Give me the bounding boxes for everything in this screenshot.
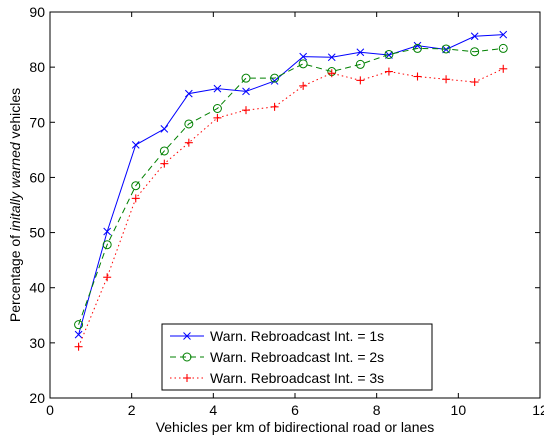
y-tick-label: 60: [29, 169, 45, 185]
x-tick-label: 10: [451, 402, 467, 418]
data-point: [499, 30, 508, 39]
legend-entry-3: Warn. Rebroadcast Int. = 3s: [170, 370, 384, 386]
ticks-layer: 0 2 4 6 8 10 12 20 30 40 50 60 70 80 90: [29, 4, 544, 418]
y-tick-label: 80: [29, 59, 45, 75]
data-point: [442, 75, 451, 84]
series-line: [78, 34, 504, 335]
data-point: [356, 48, 365, 57]
series-line: [78, 68, 504, 347]
y-tick-label: 20: [29, 390, 45, 406]
data-point: [356, 76, 365, 85]
y-axis-label-prefix: Percentage of: [7, 231, 23, 322]
data-point: [74, 320, 84, 330]
series-1: [74, 30, 508, 339]
y-axis-label-suffix: vehicles: [7, 88, 23, 142]
series-2: [74, 43, 508, 330]
y-tick-label: 70: [29, 114, 45, 130]
x-tick-label: 12: [532, 402, 544, 418]
data-point: [270, 102, 279, 111]
data-point: [299, 81, 308, 90]
legend-entry-1: Warn. Rebroadcast Int. = 1s: [170, 328, 384, 344]
data-point: [298, 59, 308, 69]
data-point: [270, 73, 280, 83]
data-point: [131, 194, 140, 203]
data-point: [241, 73, 251, 83]
data-point: [103, 227, 112, 236]
data-point: [470, 78, 479, 87]
y-tick-label: 30: [29, 335, 45, 351]
x-tick-label: 2: [128, 402, 136, 418]
data-point: [183, 332, 191, 340]
x-tick-label: 8: [373, 402, 381, 418]
data-point: [103, 273, 112, 282]
data-point: [242, 87, 250, 96]
x-tick-label: 6: [291, 402, 299, 418]
data-point: [327, 69, 336, 78]
data-point: [74, 342, 83, 351]
data-point: [470, 32, 479, 41]
data-point: [498, 43, 508, 53]
legend-box: [161, 323, 433, 391]
data-point: [74, 330, 83, 339]
data-point: [212, 104, 222, 113]
data-point: [413, 41, 422, 50]
data-point: [384, 67, 393, 76]
data-point: [299, 52, 308, 61]
data-point: [160, 159, 169, 168]
data-point: [213, 113, 222, 122]
data-point: [183, 374, 191, 382]
legend-entry-2: Warn. Rebroadcast Int. = 2s: [170, 349, 384, 365]
data-point: [184, 89, 193, 98]
data-point: [441, 44, 451, 54]
data-point: [131, 181, 141, 191]
y-tick-label: 40: [29, 280, 45, 296]
x-tick-label: 4: [209, 402, 217, 418]
x-axis-label: Vehicles per km of bidirectional road or…: [156, 419, 435, 435]
data-point: [160, 125, 169, 133]
data-point: [182, 352, 192, 362]
data-point: [184, 119, 194, 129]
plot-frame: [49, 11, 541, 399]
data-point: [213, 84, 222, 93]
legend-label: Warn. Rebroadcast Int. = 3s: [210, 370, 384, 386]
data-point: [413, 72, 422, 81]
y-axis-label: Percentage of initally warned vehicles: [7, 88, 23, 322]
series-line: [78, 47, 504, 325]
data-point: [470, 47, 480, 57]
y-tick-label: 90: [29, 4, 45, 20]
data-point: [355, 59, 365, 69]
series-3: [74, 64, 508, 351]
legend: Warn. Rebroadcast Int. = 1s Warn. Rebroad…: [161, 323, 433, 391]
data-point: [242, 106, 250, 115]
data-point: [413, 43, 422, 53]
legend-label: Warn. Rebroadcast Int. = 2s: [210, 349, 384, 365]
data-point: [102, 240, 112, 250]
y-axis-label-emphasis: initally warned: [7, 141, 23, 231]
data-point: [131, 141, 140, 149]
data-point: [499, 64, 508, 73]
plot-layer: [74, 30, 508, 351]
data-point: [327, 53, 336, 62]
x-tick-label: 0: [46, 402, 54, 418]
legend-label: Warn. Rebroadcast Int. = 1s: [210, 328, 384, 344]
data-point: [159, 146, 169, 156]
y-tick-label: 50: [29, 225, 45, 241]
data-point: [184, 138, 193, 147]
data-point: [384, 49, 394, 59]
